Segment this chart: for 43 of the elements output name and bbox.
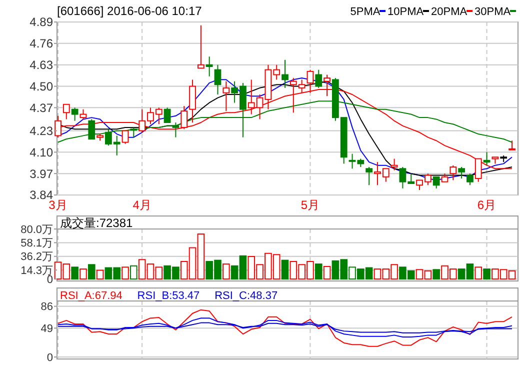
y-tick-label: 4.23: [30, 124, 54, 138]
legend-label: 10PMA: [388, 6, 424, 18]
x-tick-label: 3月: [48, 198, 68, 212]
bar: [281, 260, 289, 280]
y-tick-label: 4.89: [30, 15, 54, 30]
y-tick-label: 36.2万: [20, 251, 53, 264]
series-label: RSI_C:48.37: [214, 290, 278, 302]
y-tick-label: 4.63: [30, 58, 54, 72]
series-label: RSI_B:53.47: [137, 290, 200, 302]
y-tick-label: 4.37: [30, 100, 54, 115]
candlestick: [483, 152, 490, 166]
y-tick-label: 86: [40, 301, 53, 314]
candlestick: [390, 158, 398, 171]
y-tick-label: 4.50: [30, 79, 54, 94]
chart-title: 成交量:72381: [60, 216, 134, 230]
bar: [88, 264, 96, 280]
y-tick-label: 4.10: [30, 145, 54, 160]
bar: [432, 269, 440, 280]
y-tick-label: 0: [46, 352, 53, 364]
candlestick: [214, 64, 222, 95]
candlestick: [172, 122, 180, 138]
bar: [71, 266, 78, 280]
line-series: [58, 309, 512, 347]
legend-label: 30PMA: [474, 6, 512, 18]
y-tick-label: 49: [40, 322, 53, 335]
candlestick: [282, 59, 288, 88]
y-tick-label: 80.0万: [20, 224, 53, 236]
candlestick: [206, 56, 213, 77]
x-tick-label: 5月: [300, 198, 320, 212]
legend-label: 20PMA: [431, 6, 468, 18]
bar: [483, 268, 490, 280]
line-series: [58, 322, 512, 334]
y-tick-label: 3.97: [30, 166, 54, 181]
legend-label: 5PMA: [350, 6, 381, 18]
y-tick-label: 58.1万: [20, 238, 53, 250]
candlestick: [189, 79, 196, 124]
x-tick-label: 6月: [477, 198, 496, 212]
series-label: RSI_A:67.94: [60, 290, 122, 302]
chart-title: [601666] 2016-06-06 10:17: [57, 4, 202, 18]
x-tick-label: 4月: [132, 198, 152, 212]
bar: [314, 264, 322, 280]
y-tick-label: 4.76: [30, 36, 54, 51]
line-series: [58, 318, 512, 338]
